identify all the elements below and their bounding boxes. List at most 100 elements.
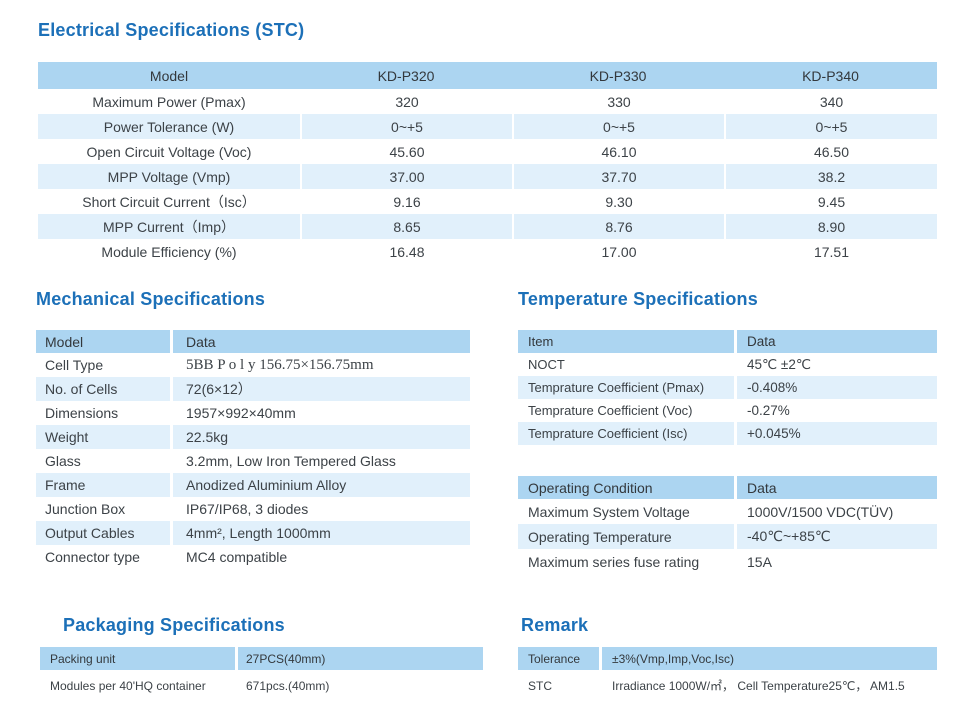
operating-condition-table: Operating Condition Data Maximum System … [518,476,937,574]
spec-value: -0.27% [747,403,790,418]
spec-value: 9.30 [512,189,724,214]
column-header-model: Model [149,67,189,84]
table-row: Power Tolerance (W) 0~+5 0~+5 0~+5 [38,114,937,139]
spec-label: Maximum series fuse rating [518,549,737,574]
table-row: Temprature Coefficient (Isc) +0.045% [518,422,937,445]
spec-label: STC [518,674,602,697]
table-header-row: Operating Condition Data [518,476,937,499]
spec-label: Weight [36,425,173,449]
spec-value: 9.45 [724,189,937,214]
spec-label: No. of Cells [36,377,173,401]
spec-value: -0.408% [747,380,798,395]
table-row: Temprature Coefficient (Voc) -0.27% [518,399,937,422]
table-row: Open Circuit Voltage (Voc) 45.60 46.10 4… [38,139,937,164]
table-row: Module Efficiency (%) 16.48 17.00 17.51 [38,239,937,264]
spec-value: 72(6×12） [186,381,252,397]
table-row: Junction Box IP67/IP68, 3 diodes [36,497,470,521]
spec-value: 22.5kg [186,429,229,445]
spec-value: 5BB P o l y 156.75×156.75mm [186,356,374,373]
table-row: Glass 3.2mm, Low Iron Tempered Glass [36,449,470,473]
table-row: Modules per 40'HQ container 671pcs.(40mm… [40,674,483,697]
spec-label: Dimensions [36,401,173,425]
spec-value: Anodized Aluminium Alloy [186,477,347,493]
table-row: Tolerance ±3%(Vmp,Imp,Voc,Isc) [518,647,937,670]
spec-value: 9.16 [300,189,512,214]
temperature-section-title: Temperature Specifications [518,289,758,309]
table-header-row: Model Data [36,330,470,353]
spec-label: Maximum System Voltage [518,499,737,524]
column-header-data: Data [747,334,776,349]
packaging-table: Packing unit 27PCS(40mm) Modules per 40'… [40,647,483,701]
spec-label: NOCT [518,353,737,376]
spec-value: 1000V/1500 VDC(TÜV) [747,503,894,520]
table-row: MPP Current（Imp） 8.65 8.76 8.90 [38,214,937,239]
spec-label: Modules per 40'HQ container [40,674,238,697]
spec-label: Frame [36,473,173,497]
spec-label: Glass [36,449,173,473]
spec-value: Irradiance 1000W/㎡， Cell Temperature25℃，… [612,679,905,693]
spec-label: Temprature Coefficient (Voc) [518,399,737,422]
table-row: STC Irradiance 1000W/㎡， Cell Temperature… [518,674,937,697]
table-header-row: Model KD-P320 KD-P330 KD-P340 [38,62,937,89]
spec-value: 16.48 [300,239,512,264]
spec-value: 320 [300,89,512,114]
spec-label: MPP Voltage (Vmp) [107,168,231,185]
spec-value: 330 [512,89,724,114]
spec-value: 27PCS(40mm) [246,651,326,666]
spec-label: Short Circuit Current（Isc） [82,193,256,210]
spec-value: 0~+5 [724,114,937,139]
mechanical-table: Model Data Cell Type 5BB P o l y 156.75×… [36,330,470,569]
spec-label: Module Efficiency (%) [101,243,237,260]
remark-table: Tolerance ±3%(Vmp,Imp,Voc,Isc) STC Irrad… [518,647,937,701]
table-row: Output Cables 4mm², Length 1000mm [36,521,470,545]
table-row: Connector type MC4 compatible [36,545,470,569]
table-row: Packing unit 27PCS(40mm) [40,647,483,670]
table-row: NOCT 45℃ ±2℃ [518,353,937,376]
spec-value: ±3%(Vmp,Imp,Voc,Isc) [612,651,734,666]
column-header-model: Model [36,330,173,353]
table-row: Cell Type 5BB P o l y 156.75×156.75mm [36,353,470,377]
spec-label: Tolerance [518,647,602,670]
spec-value: 37.00 [300,164,512,189]
spec-value: 38.2 [724,164,937,189]
spec-value: 3.2mm, Low Iron Tempered Glass [186,453,396,469]
column-header-item: Item [518,330,737,353]
table-row: Maximum System Voltage 1000V/1500 VDC(TÜ… [518,499,937,524]
spec-label: Packing unit [40,647,238,670]
spec-label: Temprature Coefficient (Isc) [518,422,737,445]
table-row: Weight 22.5kg [36,425,470,449]
spec-value: 8.76 [512,214,724,239]
spec-label: Open Circuit Voltage (Voc) [86,143,252,160]
spec-value: 340 [724,89,937,114]
spec-label: Junction Box [36,497,173,521]
spec-label: Temprature Coefficient (Pmax) [518,376,737,399]
spec-value: 45℃ ±2℃ [747,356,812,372]
spec-value: 8.65 [300,214,512,239]
spec-value: -40℃~+85℃ [747,528,831,544]
spec-label: MPP Current（Imp） [103,218,235,235]
spec-value: 37.70 [512,164,724,189]
table-row: Maximum Power (Pmax) 320 330 340 [38,89,937,114]
table-row: Temprature Coefficient (Pmax) -0.408% [518,376,937,399]
spec-value: 46.50 [724,139,937,164]
column-header-kd-p320: KD-P320 [377,67,435,84]
table-row: Operating Temperature -40℃~+85℃ [518,524,937,549]
table-row: Short Circuit Current（Isc） 9.16 9.30 9.4… [38,189,937,214]
table-row: MPP Voltage (Vmp) 37.00 37.70 38.2 [38,164,937,189]
mechanical-section-title: Mechanical Specifications [36,289,266,309]
table-row: Maximum series fuse rating 15A [518,549,937,574]
column-header-kd-p340: KD-P340 [802,67,859,84]
spec-label: Output Cables [36,521,173,545]
table-row: Frame Anodized Aluminium Alloy [36,473,470,497]
spec-value: 15A [747,553,772,570]
remark-section-title: Remark [521,615,589,635]
table-row: Dimensions 1957×992×40mm [36,401,470,425]
packaging-section-title: Packaging Specifications [63,615,285,635]
column-header-kd-p330: KD-P330 [589,67,647,84]
spec-value: 671pcs.(40mm) [246,678,330,693]
spec-value: IP67/IP68, 3 diodes [186,501,309,517]
spec-value: 8.90 [724,214,937,239]
spec-value: 17.00 [512,239,724,264]
table-header-row: Item Data [518,330,937,353]
